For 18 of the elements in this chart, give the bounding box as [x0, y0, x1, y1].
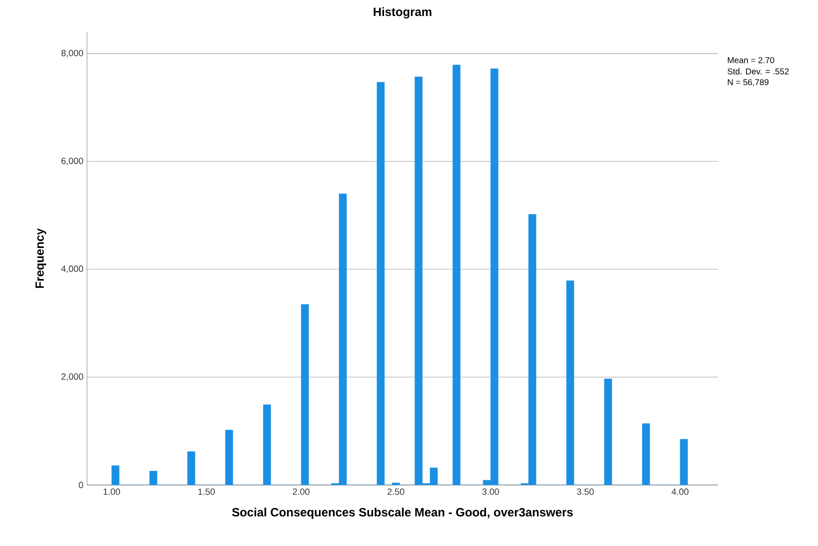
- x-tick-label: 1.50: [198, 488, 215, 495]
- text: Std. Dev. = .552: [728, 68, 789, 74]
- y-tick-label: 2,000: [62, 373, 84, 381]
- text: Mean = 2.70: [728, 57, 774, 64]
- x-tick-label: 3.00: [482, 488, 499, 495]
- text: N = 56,789: [728, 79, 768, 86]
- x-axis-title: Social Consequences Subscale Mean - Good, over3answers: [232, 508, 573, 519]
- x-tick-label: 2.00: [292, 488, 310, 495]
- x-tick-label: 2.50: [388, 488, 404, 495]
- y-tick-label: 8,000: [61, 50, 84, 58]
- y-tick-label: 4,000: [61, 266, 84, 273]
- x-tick-label: 1.00: [104, 488, 120, 495]
- x-tick-label: 4.00: [672, 488, 688, 495]
- x-tick-label: 3.50: [576, 488, 594, 495]
- y-tick-label: 0: [78, 482, 84, 488]
- y-tick-label: 6,000: [62, 158, 84, 166]
- chart-title: Histogram: [374, 7, 432, 18]
- y-axis-title: Frequency: [36, 228, 46, 288]
